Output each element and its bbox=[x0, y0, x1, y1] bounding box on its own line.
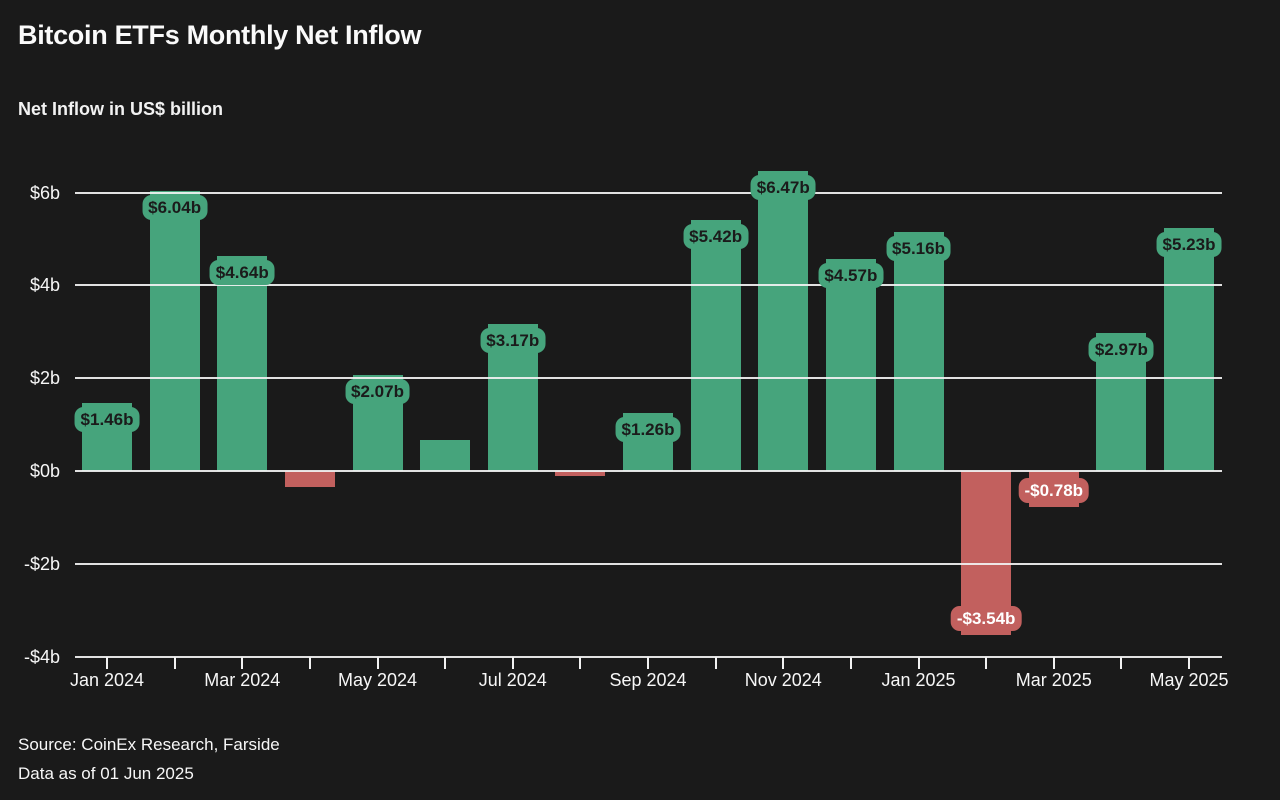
gridline-neg2b bbox=[75, 562, 1222, 565]
bar-aug-2024 bbox=[555, 471, 606, 476]
y-axis-label-0: $0b bbox=[29, 461, 60, 481]
x-axis-tick-may-2025 bbox=[1188, 656, 1190, 669]
bar-value-label-feb-2024: $6.04b bbox=[142, 194, 208, 220]
bar-value-label-dec-2024: $4.57b bbox=[818, 262, 884, 288]
bar-value-label-apr-2025: $2.97b bbox=[1088, 337, 1154, 363]
bar-feb-2024 bbox=[149, 190, 200, 471]
bar-may-2025 bbox=[1164, 228, 1214, 472]
x-axis-label-sep-2024: Sep 2024 bbox=[609, 669, 687, 690]
x-axis-label-mar-2025: Mar 2025 bbox=[1015, 669, 1092, 690]
x-axis-tick-aug-2024 bbox=[579, 656, 582, 669]
x-axis-label-jan-2025: Jan 2025 bbox=[881, 669, 956, 690]
x-axis-label-jul-2024: Jul 2024 bbox=[478, 669, 547, 690]
bar-value-label-jan-2025: $5.16b bbox=[886, 235, 951, 261]
bar-value-label-mar-2024: $4.64b bbox=[209, 259, 275, 285]
x-axis-label-may-2025: May 2025 bbox=[1149, 669, 1229, 690]
source-note: Source: CoinEx Research, Farside bbox=[18, 735, 280, 754]
x-axis-tick-feb-2024 bbox=[173, 656, 176, 669]
chart-footer: Source: CoinEx Research, Farside Data as… bbox=[18, 730, 280, 788]
bar-value-label-feb-2025: -$3.54b bbox=[950, 606, 1022, 632]
x-axis-tick-mar-2025 bbox=[1052, 656, 1055, 669]
bar-apr-2024 bbox=[284, 471, 335, 487]
x-axis-tick-may-2024 bbox=[376, 656, 379, 669]
bar-jan-2025 bbox=[893, 231, 944, 471]
bar-jun-2024 bbox=[420, 439, 471, 471]
x-axis-tick-dec-2024 bbox=[849, 656, 852, 669]
bar-nov-2024 bbox=[758, 170, 809, 471]
x-axis-tick-apr-2024 bbox=[308, 656, 311, 669]
x-axis-label-jan-2024: Jan 2024 bbox=[69, 669, 145, 690]
x-axis-tick-nov-2024 bbox=[782, 656, 785, 669]
x-axis-tick-jun-2024 bbox=[444, 656, 447, 669]
x-axis-tick-jan-2024 bbox=[106, 656, 108, 669]
x-axis-tick-jan-2025 bbox=[917, 656, 920, 669]
bar-value-label-sep-2024: $1.26b bbox=[615, 416, 681, 442]
bar-value-label-may-2024: $2.07b bbox=[345, 378, 410, 404]
y-axis-label-4: $4b bbox=[29, 275, 60, 296]
x-axis-label-nov-2024: Nov 2024 bbox=[744, 669, 822, 690]
bar-mar-2024 bbox=[217, 255, 268, 471]
x-axis-tick-feb-2025 bbox=[985, 656, 988, 669]
y-axis-label-2: $2b bbox=[29, 368, 60, 389]
y-axis-label--2: -$2b bbox=[23, 553, 60, 574]
x-axis-tick-jul-2024 bbox=[511, 656, 514, 669]
data-as-of-note: Data as of 01 Jun 2025 bbox=[18, 764, 194, 783]
gridline-0b bbox=[75, 470, 1222, 472]
y-axis-label-6: $6b bbox=[29, 182, 60, 203]
bar-oct-2024 bbox=[690, 219, 741, 471]
gridline-6b bbox=[75, 191, 1222, 194]
y-axis-label--4: -$4b bbox=[23, 646, 60, 667]
x-axis-tick-sep-2024 bbox=[647, 656, 649, 669]
x-axis-label-mar-2024: Mar 2024 bbox=[204, 669, 281, 690]
x-axis-tick-oct-2024 bbox=[714, 656, 717, 669]
gridline-4b bbox=[75, 284, 1222, 287]
bar-value-label-jul-2024: $3.17b bbox=[480, 327, 546, 353]
x-axis-tick-apr-2025 bbox=[1120, 656, 1123, 669]
bar-value-label-mar-2025: -$0.78b bbox=[1018, 478, 1090, 504]
x-axis-tick-mar-2024 bbox=[241, 656, 244, 669]
bar-value-label-nov-2024: $6.47b bbox=[750, 174, 816, 200]
chart-subtitle: Net Inflow in US$ billion bbox=[18, 99, 223, 119]
chart-title: Bitcoin ETFs Monthly Net Inflow bbox=[18, 20, 422, 50]
x-axis-label-may-2024: May 2024 bbox=[337, 669, 418, 690]
bar-value-label-oct-2024: $5.42b bbox=[683, 223, 749, 249]
bar-value-label-jan-2024: $1.46b bbox=[74, 407, 140, 433]
bar-dec-2024 bbox=[825, 258, 876, 471]
gridline-2b bbox=[75, 377, 1222, 380]
bar-value-label-may-2025: $5.23b bbox=[1156, 232, 1222, 258]
